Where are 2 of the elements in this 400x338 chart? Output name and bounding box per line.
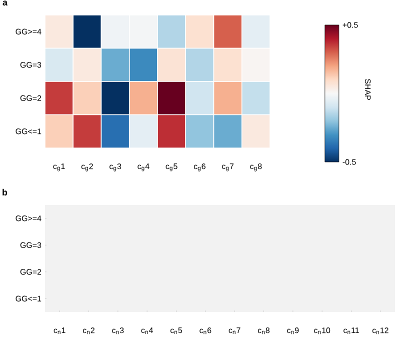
chart-title: b — [2, 188, 8, 196]
chart-title: a — [2, 0, 8, 6]
